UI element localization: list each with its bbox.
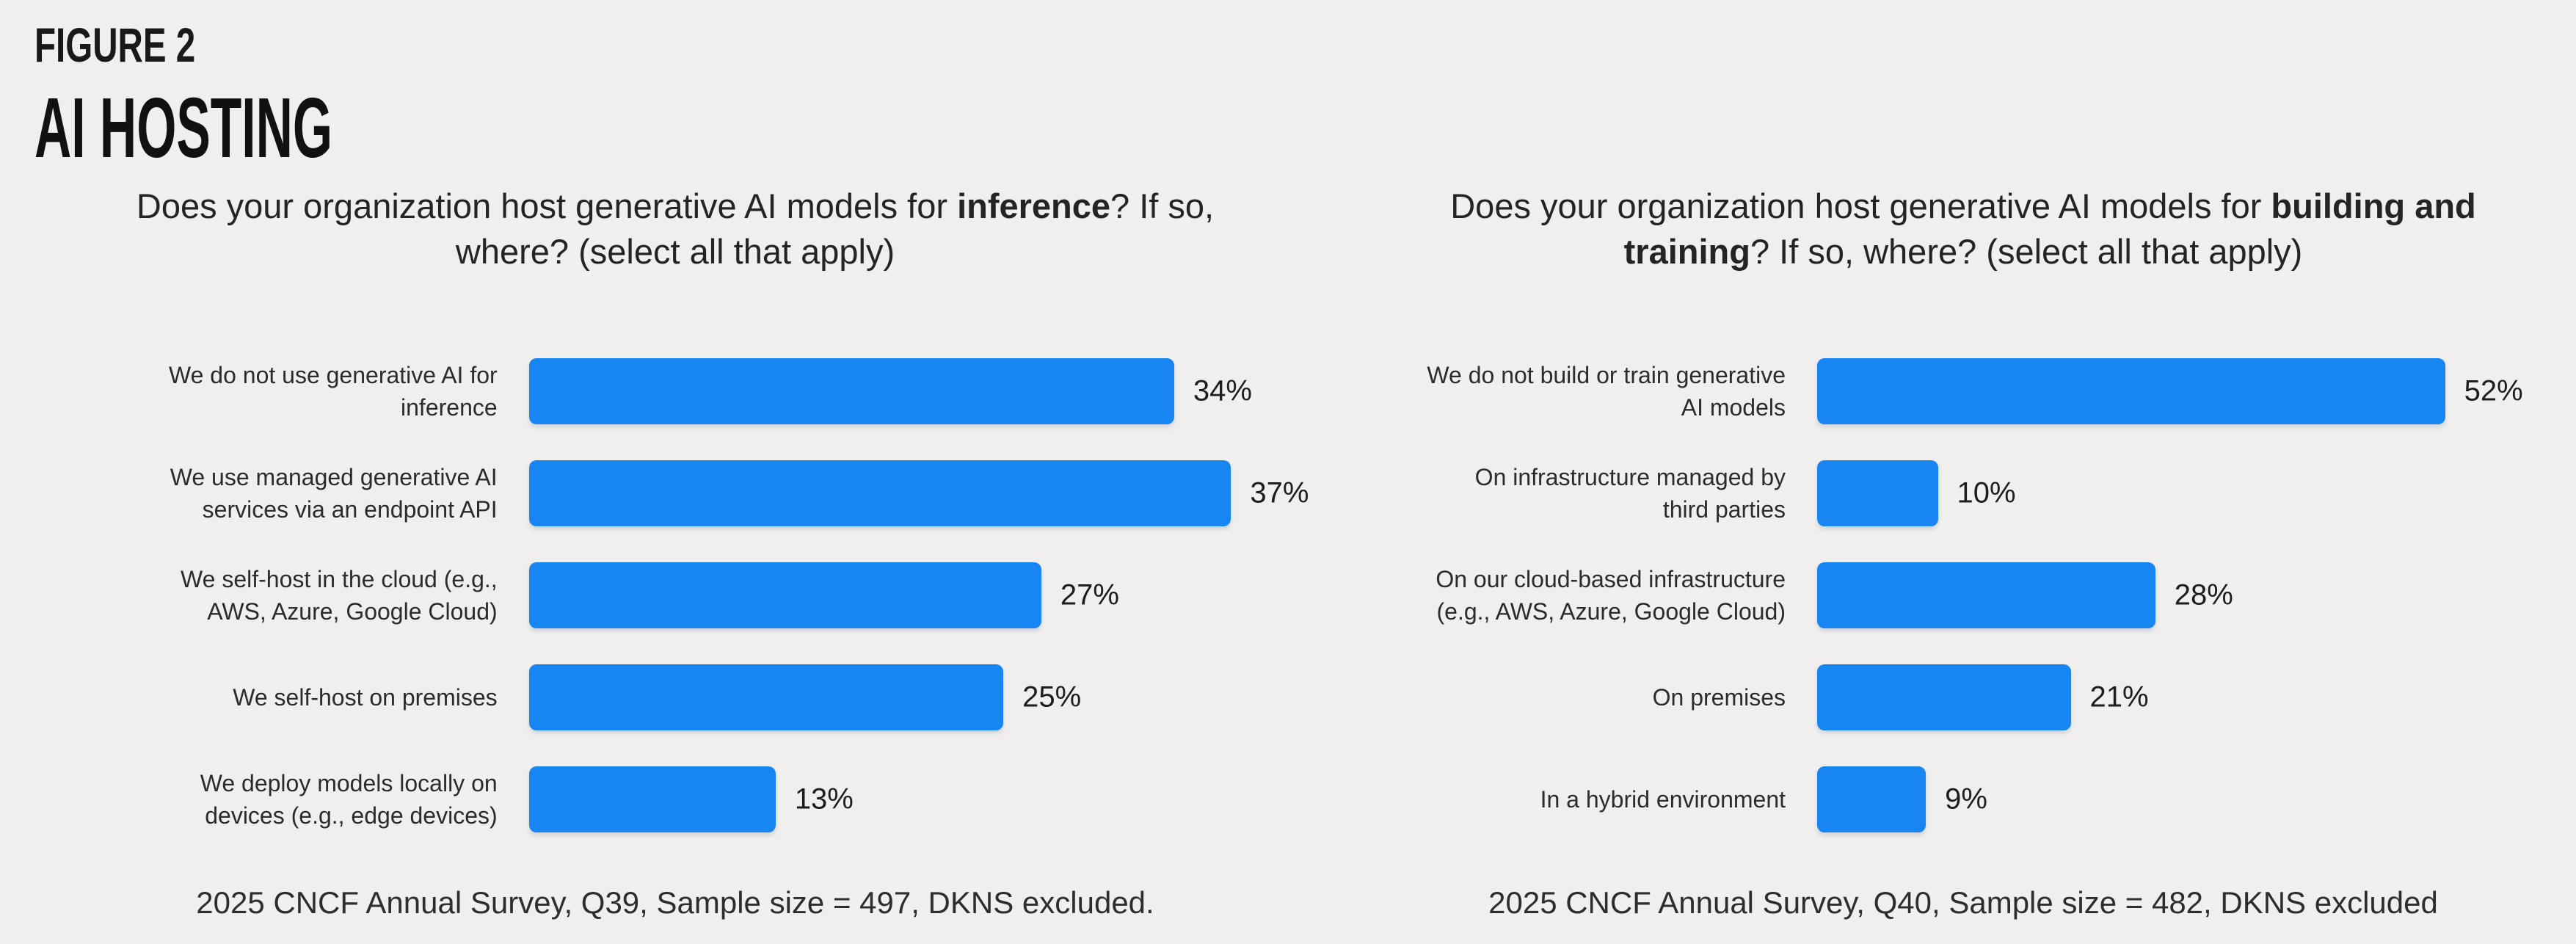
- chart-source-caption: 2025 CNCF Annual Survey, Q39, Sample siz…: [196, 885, 1154, 920]
- chart-question-title: Does your organization host generative A…: [1376, 184, 2550, 275]
- bar: [528, 766, 776, 832]
- chart-question-title: Does your organization host generative A…: [88, 184, 1262, 275]
- bar-track: 34%: [528, 358, 1288, 424]
- bar-category-label: We self-host in the cloud (e.g., AWS, Az…: [181, 566, 498, 625]
- chart-title-bold: building and training: [1623, 186, 2476, 271]
- bar-row: In a hybrid environment 9%: [1288, 766, 2576, 832]
- bar-track: 52%: [1817, 358, 2523, 424]
- bar-value-label: 52%: [2464, 374, 2523, 407]
- bar-category-label: We deploy models locally on devices (e.g…: [200, 770, 498, 829]
- chart-title-suffix: ? If so, where? (select all that apply): [1750, 232, 2303, 271]
- bar-row: We self-host on premises 25%: [0, 664, 1288, 730]
- bar-row: On infrastructure managed by third parti…: [1288, 460, 2576, 526]
- bar-track: 10%: [1817, 460, 2481, 526]
- chart-title-bold: inference: [957, 186, 1111, 225]
- bar-row: We self-host in the cloud (e.g., AWS, Az…: [0, 562, 1288, 628]
- chart-source-caption: 2025 CNCF Annual Survey, Q40, Sample siz…: [1488, 885, 2438, 920]
- bar-track: 27%: [528, 562, 1288, 628]
- charts-container: Does your organization host generative A…: [0, 0, 2576, 922]
- page-title: AI HOSTING: [34, 80, 333, 175]
- bar: [1817, 664, 2071, 730]
- bar-row: We use managed generative AI services vi…: [0, 460, 1309, 526]
- bar-track: 37%: [528, 460, 1309, 526]
- bar-value-label: 10%: [1957, 476, 2016, 509]
- chart-title-prefix: Does your organization host generative A…: [136, 186, 958, 225]
- bar-category-label: On premises: [1652, 684, 1786, 711]
- bar-track: 28%: [1817, 562, 2481, 628]
- bar: [1817, 766, 1926, 832]
- bar-category-label: In a hybrid environment: [1540, 786, 1786, 813]
- bar-category-label: On our cloud-based infrastructure (e.g.,…: [1436, 566, 1786, 625]
- bar-row: We deploy models locally on devices (e.g…: [0, 766, 1288, 832]
- bar-value-label: 21%: [2089, 680, 2149, 714]
- chart-title-suffix: ? If so, where? (select all that apply): [455, 186, 1215, 271]
- bar-value-label: 13%: [794, 783, 854, 816]
- chart-title-prefix: Does your organization host generative A…: [1450, 186, 2271, 225]
- bar: [528, 664, 1004, 730]
- bar-value-label: 37%: [1250, 476, 1309, 509]
- bar-track: 13%: [528, 766, 1288, 832]
- bar-value-label: 28%: [2174, 578, 2233, 611]
- bar: [528, 358, 1174, 424]
- bar-track: 21%: [1817, 664, 2481, 730]
- chart-inference: Does your organization host generative A…: [0, 0, 1309, 922]
- figure-header: FIGURE 2 AI HOSTING: [34, 21, 531, 170]
- bar-category-label: We do not use generative AI for inferenc…: [168, 362, 498, 421]
- bar-category-label: We do not build or train generative AI m…: [1427, 362, 1786, 421]
- bar-track: 9%: [1817, 766, 2481, 832]
- bar-row: On our cloud-based infrastructure (e.g.,…: [1288, 562, 2576, 628]
- chart-building-training: Does your organization host generative A…: [1288, 0, 2576, 922]
- figure-label: FIGURE 2: [34, 18, 196, 72]
- bar-category-label: We use managed generative AI services vi…: [170, 464, 498, 523]
- bar-value-label: 9%: [1945, 783, 1987, 816]
- bar-category-label: On infrastructure managed by third parti…: [1474, 464, 1786, 523]
- bar-row: On premises 21%: [1288, 664, 2576, 730]
- bar-category-label: We self-host on premises: [233, 684, 498, 711]
- bar: [1817, 562, 2155, 628]
- bar-rows: We do not use generative AI for inferenc…: [0, 358, 1309, 832]
- bar-value-label: 27%: [1060, 578, 1119, 611]
- bar-row: We do not use generative AI for inferenc…: [0, 358, 1288, 424]
- bar-row: We do not build or train generative AI m…: [1288, 358, 2576, 424]
- bar-rows: We do not build or train generative AI m…: [1288, 358, 2576, 832]
- bar-value-label: 25%: [1022, 680, 1082, 714]
- bar-track: 25%: [528, 664, 1288, 730]
- bar: [528, 460, 1231, 526]
- bar: [1817, 460, 1938, 526]
- bar: [1817, 358, 2445, 424]
- bar-value-label: 34%: [1193, 374, 1252, 407]
- bar: [528, 562, 1041, 628]
